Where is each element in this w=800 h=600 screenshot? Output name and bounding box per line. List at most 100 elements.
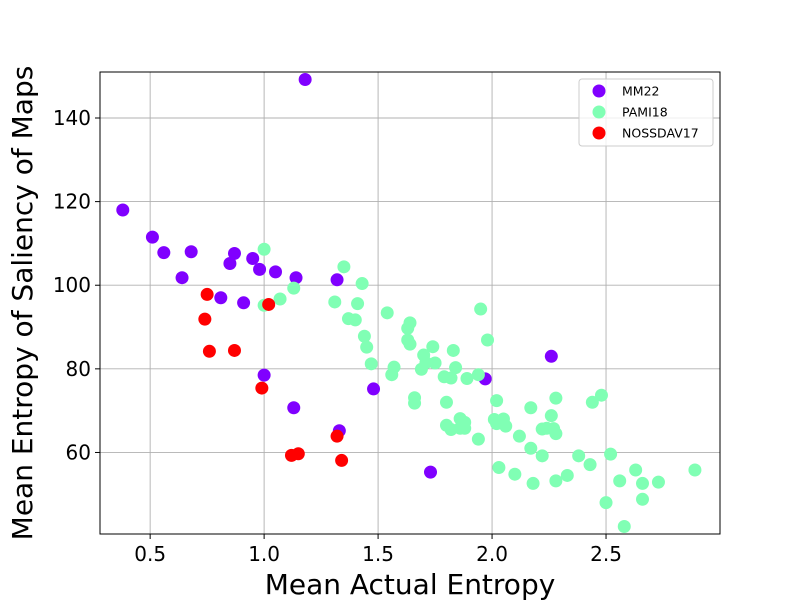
y-tick-label: 120 [53, 190, 91, 214]
point-mm22 [145, 230, 159, 244]
point-pami18 [471, 432, 485, 446]
point-pami18 [351, 297, 365, 311]
point-pami18 [287, 281, 301, 295]
point-pami18 [474, 302, 488, 316]
point-pami18 [481, 333, 494, 347]
point-pami18 [512, 429, 526, 443]
x-axis-label: Mean Actual Entropy [265, 568, 556, 600]
point-pami18 [499, 419, 513, 433]
point-pami18 [572, 449, 586, 463]
point-pami18 [328, 295, 342, 309]
point-pami18 [585, 395, 599, 409]
point-nossdav17 [200, 287, 214, 301]
point-nossdav17 [335, 453, 349, 467]
point-pami18 [688, 463, 702, 477]
point-pami18 [426, 340, 440, 354]
point-pami18 [549, 427, 563, 441]
point-pami18 [257, 242, 271, 256]
point-mm22 [367, 382, 381, 396]
point-mm22 [330, 273, 344, 287]
point-mm22 [424, 465, 438, 479]
point-pami18 [524, 401, 538, 415]
point-pami18 [387, 360, 401, 374]
point-nossdav17 [202, 344, 216, 358]
point-pami18 [617, 519, 631, 533]
point-mm22 [214, 291, 228, 305]
point-pami18 [604, 447, 618, 461]
legend: MM22 PAMI18 NOSSDAV17 [578, 78, 714, 147]
point-pami18 [458, 421, 472, 435]
point-pami18 [337, 260, 351, 274]
point-pami18 [636, 476, 649, 490]
point-mm22 [298, 73, 312, 87]
point-mm22 [253, 262, 267, 276]
point-pami18 [364, 357, 378, 371]
point-pami18 [613, 474, 627, 488]
y-tick-label: 80 [66, 357, 91, 381]
y-tick-label: 140 [53, 106, 91, 130]
point-pami18 [549, 391, 563, 405]
point-pami18 [471, 368, 485, 382]
point-pami18 [355, 277, 369, 291]
point-pami18 [636, 492, 649, 506]
point-pami18 [408, 396, 422, 410]
point-pami18 [508, 467, 522, 481]
point-mm22 [289, 271, 303, 285]
legend-marker-nossdav17 [592, 126, 606, 140]
point-mm22 [287, 401, 301, 415]
x-tick-label: 0.5 [134, 542, 166, 566]
point-pami18 [444, 371, 458, 385]
legend-label-nossdav17: NOSSDAV17 [622, 126, 699, 141]
point-pami18 [380, 306, 394, 320]
point-pami18 [629, 463, 643, 477]
legend-marker-pami18 [592, 105, 606, 119]
point-pami18 [446, 343, 460, 357]
y-axis-label: Mean Entropy of Saliency of Maps [6, 66, 39, 541]
point-pami18 [535, 449, 549, 463]
point-pami18 [348, 313, 362, 327]
point-pami18 [403, 316, 417, 330]
point-pami18 [526, 476, 540, 490]
point-mm22 [157, 246, 171, 260]
data-points [116, 73, 702, 533]
grid [100, 72, 720, 534]
point-pami18 [403, 337, 417, 351]
legend-label-mm22: MM22 [622, 84, 659, 99]
point-pami18 [360, 340, 374, 354]
point-mm22 [246, 251, 260, 265]
axis-ticks: 0.5 1.0 1.5 2.0 2.5 60 80 100 120 140 [53, 106, 622, 566]
point-nossdav17 [198, 312, 212, 326]
point-mm22 [237, 296, 251, 310]
y-tick-label: 60 [66, 440, 91, 464]
point-pami18 [583, 458, 597, 472]
point-pami18 [439, 395, 453, 409]
x-tick-label: 1.5 [362, 542, 394, 566]
point-pami18 [651, 475, 665, 489]
point-pami18 [460, 371, 474, 385]
point-mm22 [223, 256, 237, 270]
point-mm22 [257, 368, 271, 382]
plot-frame [99, 71, 721, 535]
point-pami18 [549, 474, 563, 488]
legend-marker-mm22 [592, 84, 606, 98]
point-mm22 [116, 203, 130, 217]
point-mm22 [269, 265, 283, 279]
point-pami18 [599, 496, 613, 510]
point-mm22 [544, 349, 558, 363]
plot-area [100, 72, 720, 534]
x-tick-label: 1.0 [248, 542, 280, 566]
point-pami18 [419, 356, 433, 370]
y-tick-label: 100 [53, 273, 91, 297]
point-nossdav17 [255, 381, 269, 395]
point-nossdav17 [330, 429, 344, 443]
point-pami18 [492, 461, 506, 475]
point-pami18 [594, 388, 608, 402]
point-pami18 [449, 361, 463, 375]
point-pami18 [273, 292, 287, 306]
point-pami18 [560, 468, 574, 482]
point-mm22 [227, 246, 241, 260]
point-pami18 [490, 394, 504, 408]
x-tick-label: 2.0 [476, 542, 508, 566]
point-nossdav17 [291, 447, 305, 461]
point-nossdav17 [262, 297, 276, 311]
